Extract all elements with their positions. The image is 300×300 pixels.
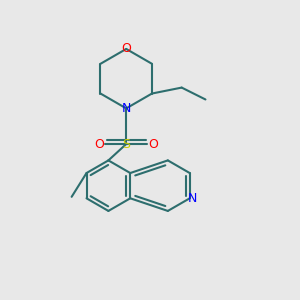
Text: N: N — [122, 102, 131, 115]
Text: S: S — [122, 138, 130, 151]
Text: O: O — [121, 42, 131, 56]
Text: O: O — [94, 138, 104, 151]
Text: O: O — [148, 138, 158, 151]
Text: N: N — [188, 192, 197, 205]
